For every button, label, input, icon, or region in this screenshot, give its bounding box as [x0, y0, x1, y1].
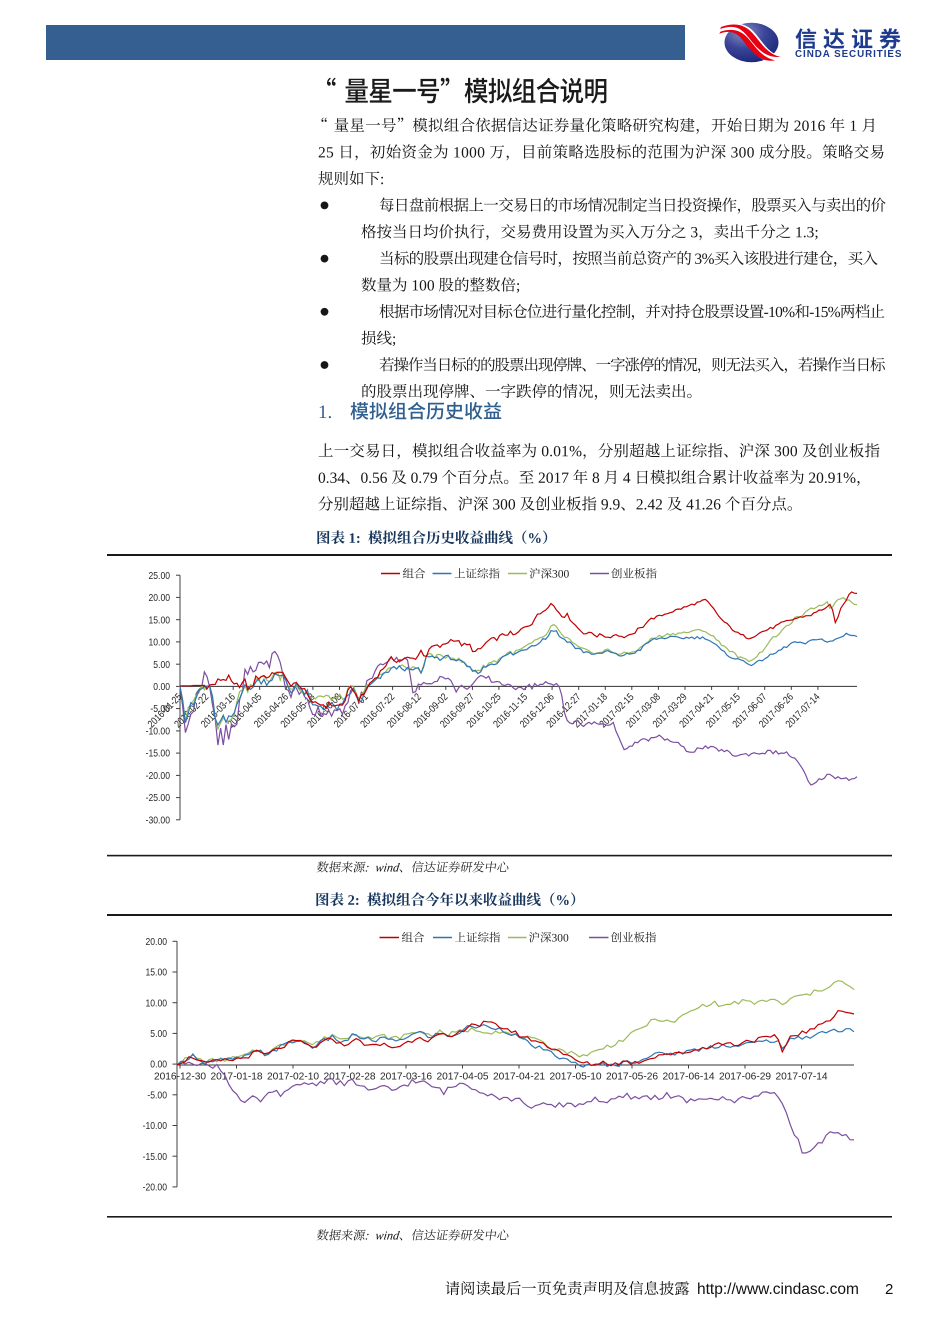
svg-text:-10.00: -10.00 [143, 1120, 168, 1132]
svg-text:-15.00: -15.00 [146, 748, 171, 760]
svg-text:-5.00: -5.00 [147, 1089, 167, 1101]
svg-text:2017-02-10: 2017-02-10 [267, 1072, 319, 1083]
svg-text:2017-05-26: 2017-05-26 [606, 1072, 658, 1083]
svg-text:2017-03-16: 2017-03-16 [380, 1072, 432, 1083]
svg-text:2017-06-14: 2017-06-14 [662, 1072, 714, 1083]
svg-text:2017-06-29: 2017-06-29 [719, 1072, 771, 1083]
svg-text:5.00: 5.00 [153, 659, 170, 671]
svg-text:2017-04-21: 2017-04-21 [493, 1072, 545, 1083]
svg-text:2017-05-10: 2017-05-10 [549, 1072, 601, 1083]
svg-text:2017-02-28: 2017-02-28 [323, 1072, 375, 1083]
svg-text:2: 2 [885, 1281, 893, 1298]
svg-text:2017-01-18: 2017-01-18 [210, 1072, 262, 1083]
svg-text:-10.00: -10.00 [146, 726, 171, 738]
svg-text:20.00: 20.00 [149, 592, 171, 604]
svg-text:25.00: 25.00 [149, 570, 171, 582]
svg-text:http://www.cindasc.com: http://www.cindasc.com [697, 1281, 859, 1298]
svg-text:5.00: 5.00 [150, 1028, 167, 1040]
svg-text:15.00: 15.00 [146, 967, 168, 979]
svg-text:15.00: 15.00 [149, 614, 171, 626]
svg-text:2017-07-14: 2017-07-14 [775, 1072, 827, 1083]
svg-text:-5.00: -5.00 [150, 703, 170, 715]
svg-text:10.00: 10.00 [146, 997, 168, 1009]
svg-text:CINDA SECURITIES: CINDA SECURITIES [795, 49, 902, 60]
svg-text:2017-04-05: 2017-04-05 [436, 1072, 488, 1083]
svg-text:-20.00: -20.00 [143, 1182, 168, 1194]
svg-text:-30.00: -30.00 [146, 814, 171, 826]
svg-text:20.00: 20.00 [146, 936, 168, 948]
svg-text:0.00: 0.00 [150, 1059, 167, 1071]
svg-text:0.00: 0.00 [153, 681, 170, 693]
svg-text:-20.00: -20.00 [146, 770, 171, 782]
svg-text:-25.00: -25.00 [146, 792, 171, 804]
svg-text:2016-12-30: 2016-12-30 [154, 1072, 206, 1083]
svg-text:10.00: 10.00 [149, 637, 171, 649]
svg-text:-15.00: -15.00 [143, 1151, 168, 1163]
